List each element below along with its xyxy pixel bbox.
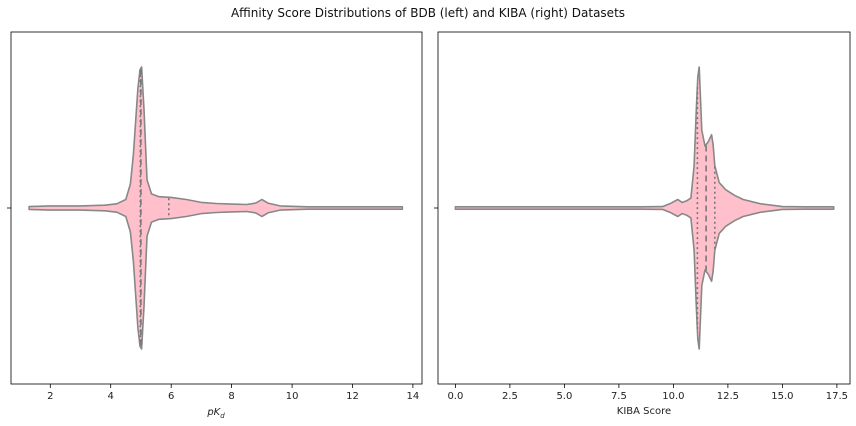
right-quartile-lines: [696, 87, 716, 329]
left-x-tick-label: 14: [407, 391, 420, 402]
right-x-tick-label: 12.5: [717, 391, 739, 402]
right-violin: [454, 66, 835, 350]
left-x-tick-label: 12: [346, 391, 359, 402]
left-panel: 2 4 6 8 10 12 14 pKd: [7, 31, 423, 420]
left-x-tick-label: 6: [168, 391, 174, 402]
right-panel: 0.0 2.5 5.0 7.5 10.0 12.5 15.0 17.5 KIBA Score: [434, 31, 851, 417]
right-x-tick-label: 17.5: [826, 391, 848, 402]
right-x-ticks: 0.0 2.5 5.0 7.5 10.0 12.5 15.0 17.5: [447, 384, 848, 402]
right-x-tick-label: 15.0: [771, 391, 793, 402]
right-x-tick-label: 5.0: [556, 391, 572, 402]
right-violin-body: [454, 66, 835, 350]
right-x-tick-label: 2.5: [502, 391, 518, 402]
left-x-ticks: 2 4 6 8 10 12 14: [47, 384, 419, 402]
left-x-tick-label: 8: [228, 391, 234, 402]
right-x-axis-label: KIBA Score: [617, 406, 671, 417]
left-violin: [28, 66, 404, 350]
left-violin-body: [28, 66, 404, 350]
right-x-tick-label: 7.5: [611, 391, 627, 402]
left-x-axis-label: pKd: [206, 407, 225, 420]
right-x-tick-label: 0.0: [447, 391, 463, 402]
right-x-tick-label: 10.0: [662, 391, 684, 402]
left-x-tick-label: 10: [286, 391, 299, 402]
left-x-tick-label: 2: [47, 391, 53, 402]
left-x-tick-label: 4: [108, 391, 114, 402]
figure-title: Affinity Score Distributions of BDB (lef…: [231, 6, 625, 20]
left-quartile-lines: [139, 69, 170, 347]
